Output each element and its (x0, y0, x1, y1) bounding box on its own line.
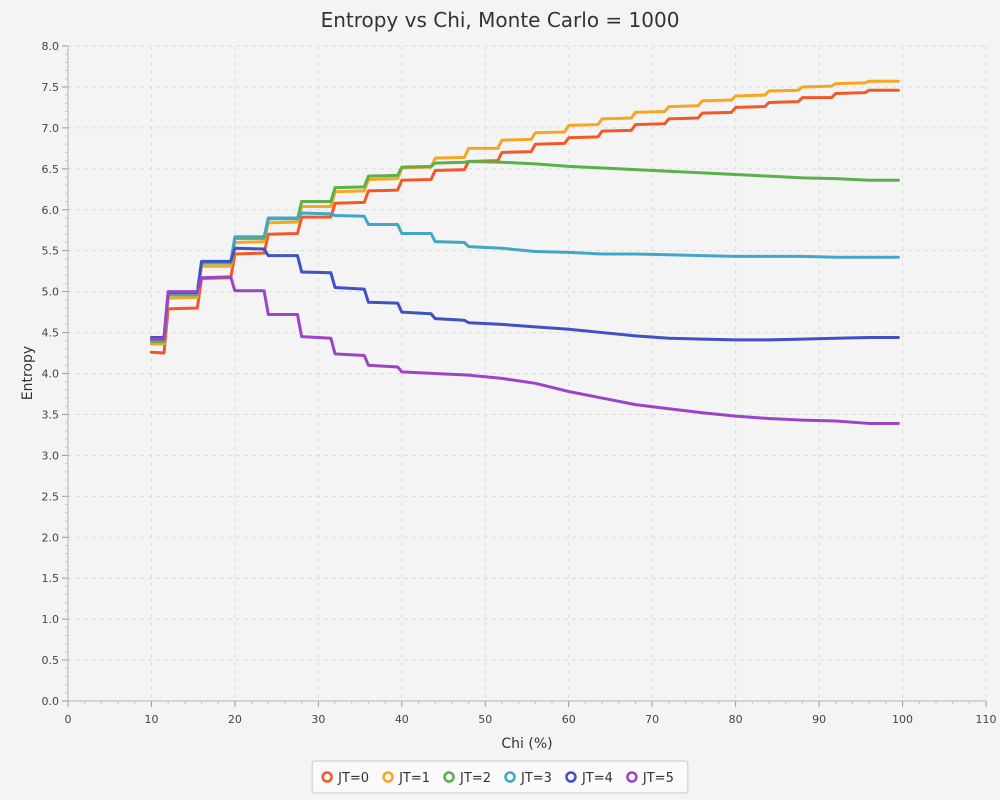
y-tick-label: 4.0 (42, 368, 60, 381)
x-axis-label: Chi (%) (501, 736, 552, 752)
series-line-jt0 (149, 88, 900, 355)
series-line-jt5 (149, 275, 900, 425)
x-tick-label: 70 (645, 713, 659, 726)
legend-marker-jt0 (321, 771, 333, 783)
legend: JT=0 JT=1 JT=2 JT=3 JT=4 JT=5 (311, 760, 689, 794)
legend-label-jt1: JT=1 (398, 771, 430, 786)
y-tick-label: 6.0 (42, 204, 60, 217)
y-tick-label: 6.5 (42, 163, 60, 176)
x-tick-label: 100 (892, 713, 913, 726)
y-tick-label: 3.5 (42, 408, 60, 421)
x-tick-label: 80 (729, 713, 743, 726)
legend-marker-jt2 (443, 771, 455, 783)
series-line-jt4 (149, 246, 900, 342)
legend-label-jt0: JT=0 (337, 771, 369, 786)
legend-label-jt5: JT=5 (642, 771, 674, 786)
x-tick-label: 110 (976, 713, 997, 726)
y-tick-label: 1.5 (42, 572, 60, 585)
legend-label-jt2: JT=2 (459, 771, 491, 786)
legend-marker-jt1 (382, 771, 394, 783)
series-group (149, 79, 900, 425)
y-tick-label: 7.0 (42, 122, 60, 135)
x-tick-label: 10 (144, 713, 158, 726)
y-tick-label: 8.0 (42, 40, 60, 53)
legend-marker-jt5 (626, 771, 638, 783)
y-tick-label: 2.5 (42, 490, 60, 503)
y-axis-label: Entropy (20, 346, 36, 400)
legend-box (311, 760, 689, 794)
y-tick-label: 0.0 (42, 695, 60, 708)
legend-label-jt4: JT=4 (581, 771, 613, 786)
y-tick-label: 5.5 (42, 245, 60, 258)
series-line-jt1 (149, 79, 900, 346)
y-tick-label: 4.5 (42, 327, 60, 340)
x-tick-label: 30 (311, 713, 325, 726)
y-tick-label: 1.0 (42, 613, 60, 626)
x-tick-label: 90 (812, 713, 826, 726)
x-tick-label: 50 (478, 713, 492, 726)
x-tick-label: 40 (395, 713, 409, 726)
chart-title: Entropy vs Chi, Monte Carlo = 1000 (321, 8, 680, 32)
series-line-jt3 (149, 211, 900, 341)
x-tick-label: 0 (65, 713, 72, 726)
y-tick-label: 2.0 (42, 531, 60, 544)
y-tick-label: 5.0 (42, 286, 60, 299)
legend-marker-jt4 (565, 771, 577, 783)
x-tick-label: 60 (562, 713, 576, 726)
x-tick-label: 20 (228, 713, 242, 726)
legend-label-jt3: JT=3 (520, 771, 552, 786)
grid (68, 45, 987, 701)
axes: 0.0 0.5 1.0 1.5 2.0 2.5 3.0 3.5 4.0 4.5 5.0 5.5 6.0 6… (42, 40, 997, 726)
y-tick-label: 0.5 (42, 654, 60, 667)
y-tick-label: 7.5 (42, 81, 60, 94)
y-tick-label: 3.0 (42, 449, 60, 462)
legend-marker-jt3 (504, 771, 516, 783)
